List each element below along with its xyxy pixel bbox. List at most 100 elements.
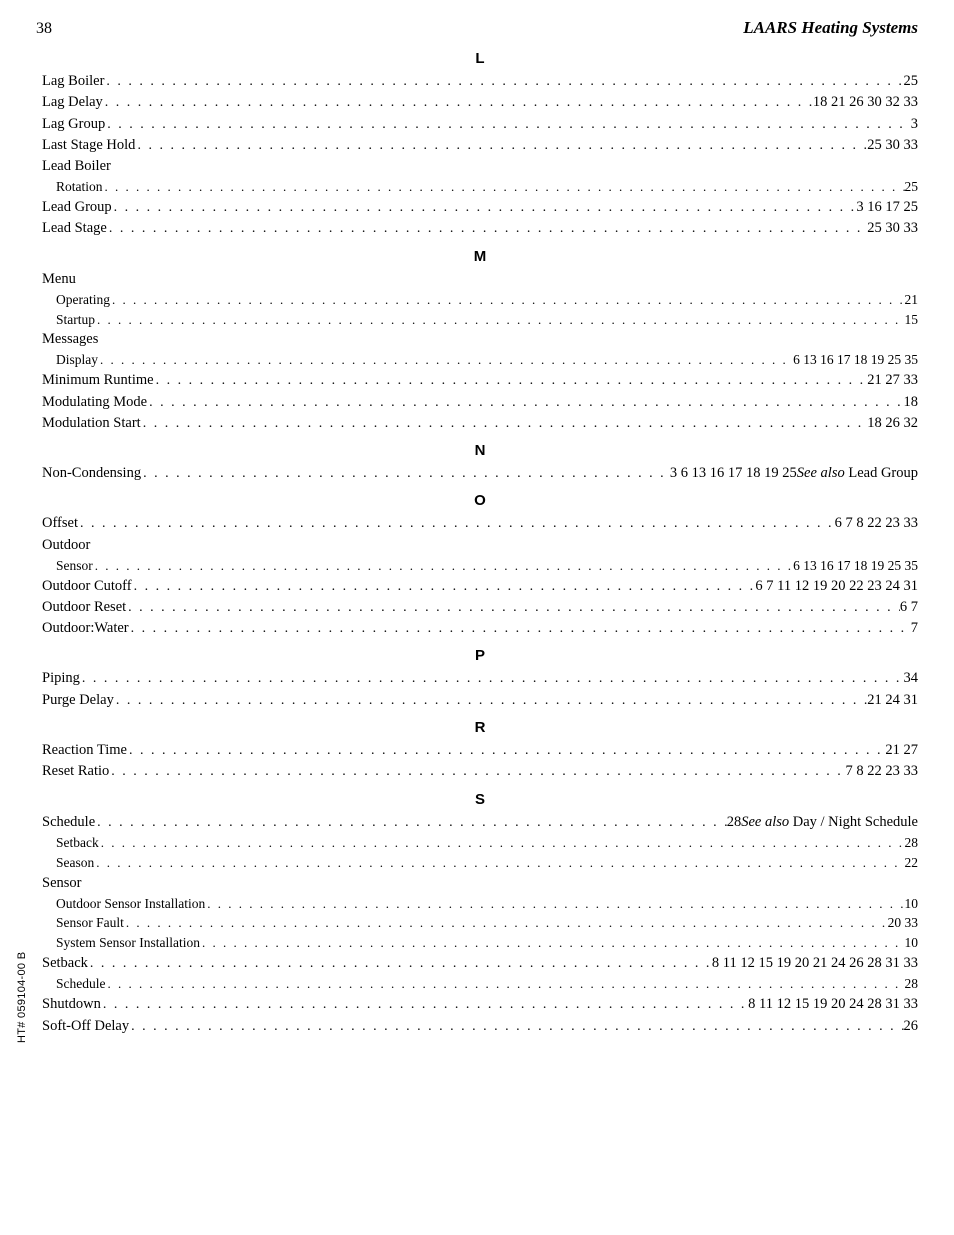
index-term: Minimum Runtime xyxy=(42,370,154,391)
index-pages: 3 16 17 25 xyxy=(856,197,918,218)
leader-dots: . . . . . . . . . . . . . . . . . . . . … xyxy=(80,669,904,689)
leader-dots: . . . . . . . . . . . . . . . . . . . . … xyxy=(78,514,835,534)
index-term: Sensor xyxy=(56,556,93,576)
leader-dots: . . . . . . . . . . . . . . . . . . . . … xyxy=(129,1017,903,1037)
index-term: Schedule xyxy=(42,812,95,833)
index-entry: Setback. . . . . . . . . . . . . . . . .… xyxy=(42,833,918,853)
leader-dots: . . . . . . . . . . . . . . . . . . . . … xyxy=(107,219,867,239)
index-entry: Setback. . . . . . . . . . . . . . . . .… xyxy=(42,953,918,974)
index-group-label: Menu xyxy=(42,269,918,290)
index-entry: Outdoor Reset. . . . . . . . . . . . . .… xyxy=(42,597,918,618)
index-pages: 25 xyxy=(905,177,919,197)
leader-dots: . . . . . . . . . . . . . . . . . . . . … xyxy=(105,115,911,135)
leader-dots: . . . . . . . . . . . . . . . . . . . . … xyxy=(103,93,813,113)
index-pages: 21 27 33 xyxy=(867,370,918,391)
index-term: Setback xyxy=(56,833,99,853)
index-term: Rotation xyxy=(56,177,103,197)
leader-dots: . . . . . . . . . . . . . . . . . . . . … xyxy=(93,557,793,576)
leader-dots: . . . . . . . . . . . . . . . . . . . . … xyxy=(110,291,905,310)
index-entry: Shutdown. . . . . . . . . . . . . . . . … xyxy=(42,994,918,1015)
section-letter: L xyxy=(42,50,918,67)
index-entry: Outdoor Cutoff. . . . . . . . . . . . . … xyxy=(42,576,918,597)
index-term: Lead Stage xyxy=(42,218,107,239)
index-term: Shutdown xyxy=(42,994,101,1015)
index-term: Setback xyxy=(42,953,88,974)
index-entry: Last Stage Hold. . . . . . . . . . . . .… xyxy=(42,135,918,156)
index-pages: 28 xyxy=(905,974,919,994)
index-entry: Lag Group. . . . . . . . . . . . . . . .… xyxy=(42,114,918,135)
index-pages: 25 xyxy=(904,71,919,92)
index-group-label: Messages xyxy=(42,329,918,350)
index-pages: 10 xyxy=(905,894,919,914)
index-term: Modulation Start xyxy=(42,413,141,434)
index-entry: Soft-Off Delay. . . . . . . . . . . . . … xyxy=(42,1016,918,1037)
leader-dots: . . . . . . . . . . . . . . . . . . . . … xyxy=(101,995,748,1015)
index-entry: Piping. . . . . . . . . . . . . . . . . … xyxy=(42,668,918,689)
leader-dots: . . . . . . . . . . . . . . . . . . . . … xyxy=(114,691,867,711)
index-term: Last Stage Hold xyxy=(42,135,135,156)
section-letter: S xyxy=(42,791,918,808)
index-term: Purge Delay xyxy=(42,690,114,711)
index-pages: 22 xyxy=(905,853,919,873)
index-term: Display xyxy=(56,350,98,370)
index-entry: Reaction Time. . . . . . . . . . . . . .… xyxy=(42,740,918,761)
index-entry: Non-Condensing. . . . . . . . . . . . . … xyxy=(42,463,918,484)
index-term: Lag Group xyxy=(42,114,105,135)
section-letter: R xyxy=(42,719,918,736)
index-pages: 7 8 22 23 33 xyxy=(846,761,919,782)
leader-dots: . . . . . . . . . . . . . . . . . . . . … xyxy=(141,414,868,434)
leader-dots: . . . . . . . . . . . . . . . . . . . . … xyxy=(135,136,867,156)
index-entry: Schedule. . . . . . . . . . . . . . . . … xyxy=(42,812,918,833)
section-letter: N xyxy=(42,442,918,459)
index-entry: Lead Stage. . . . . . . . . . . . . . . … xyxy=(42,218,918,239)
page-header: 38 LAARS Heating Systems xyxy=(36,18,918,38)
index-entry: Sensor Fault. . . . . . . . . . . . . . … xyxy=(42,913,918,933)
index-pages: 25 30 33 xyxy=(867,218,918,239)
index-term: Startup xyxy=(56,310,95,330)
index-entry: Outdoor Sensor Installation. . . . . . .… xyxy=(42,894,918,914)
index-term: Piping xyxy=(42,668,80,689)
index-pages: 21 27 xyxy=(885,740,918,761)
index-term: Lag Boiler xyxy=(42,71,104,92)
leader-dots: . . . . . . . . . . . . . . . . . . . . … xyxy=(88,954,712,974)
index-pages: 20 33 xyxy=(888,913,918,933)
index-term: Outdoor Cutoff xyxy=(42,576,132,597)
index-pages: 28See also Day / Night Schedule xyxy=(727,812,918,833)
index-pages: 21 24 31 xyxy=(867,690,918,711)
index-entry: Offset. . . . . . . . . . . . . . . . . … xyxy=(42,513,918,534)
index-pages: 28 xyxy=(905,833,919,853)
index-term: Outdoor:Water xyxy=(42,618,129,639)
index-entry: Reset Ratio. . . . . . . . . . . . . . .… xyxy=(42,761,918,782)
index-term: Offset xyxy=(42,513,78,534)
index-pages: 25 30 33 xyxy=(867,135,918,156)
index-pages: 15 xyxy=(905,310,919,330)
leader-dots: . . . . . . . . . . . . . . . . . . . . … xyxy=(95,813,727,833)
leader-dots: . . . . . . . . . . . . . . . . . . . . … xyxy=(94,854,904,873)
index-entry: Schedule. . . . . . . . . . . . . . . . … xyxy=(42,974,918,994)
leader-dots: . . . . . . . . . . . . . . . . . . . . … xyxy=(98,351,793,370)
index-term: Schedule xyxy=(56,974,106,994)
side-document-code: HT# 059104-00 B xyxy=(16,952,28,1043)
index-term: Lead Group xyxy=(42,197,112,218)
index-term: Reset Ratio xyxy=(42,761,109,782)
leader-dots: . . . . . . . . . . . . . . . . . . . . … xyxy=(141,464,670,484)
leader-dots: . . . . . . . . . . . . . . . . . . . . … xyxy=(106,975,905,994)
index-group-label: Outdoor xyxy=(42,535,918,556)
index-group-label: Lead Boiler xyxy=(42,156,918,177)
index-term: Non-Condensing xyxy=(42,463,141,484)
index-entry: Outdoor:Water. . . . . . . . . . . . . .… xyxy=(42,618,918,639)
index-pages: 6 13 16 17 18 19 25 35 xyxy=(793,556,918,576)
index-entry: Lag Boiler. . . . . . . . . . . . . . . … xyxy=(42,71,918,92)
section-letter: O xyxy=(42,492,918,509)
leader-dots: . . . . . . . . . . . . . . . . . . . . … xyxy=(112,198,857,218)
index-entry: Rotation. . . . . . . . . . . . . . . . … xyxy=(42,177,918,197)
leader-dots: . . . . . . . . . . . . . . . . . . . . … xyxy=(147,393,903,413)
page-number: 38 xyxy=(36,20,52,38)
index-entry: Display. . . . . . . . . . . . . . . . .… xyxy=(42,350,918,370)
index-term: Modulating Mode xyxy=(42,392,147,413)
index-entry: Operating. . . . . . . . . . . . . . . .… xyxy=(42,290,918,310)
brand-title: LAARS Heating Systems xyxy=(743,18,918,38)
index-pages: 8 11 12 15 19 20 24 28 31 33 xyxy=(748,994,918,1015)
index-entry: Modulation Start. . . . . . . . . . . . … xyxy=(42,413,918,434)
index-term: Outdoor Reset xyxy=(42,597,126,618)
